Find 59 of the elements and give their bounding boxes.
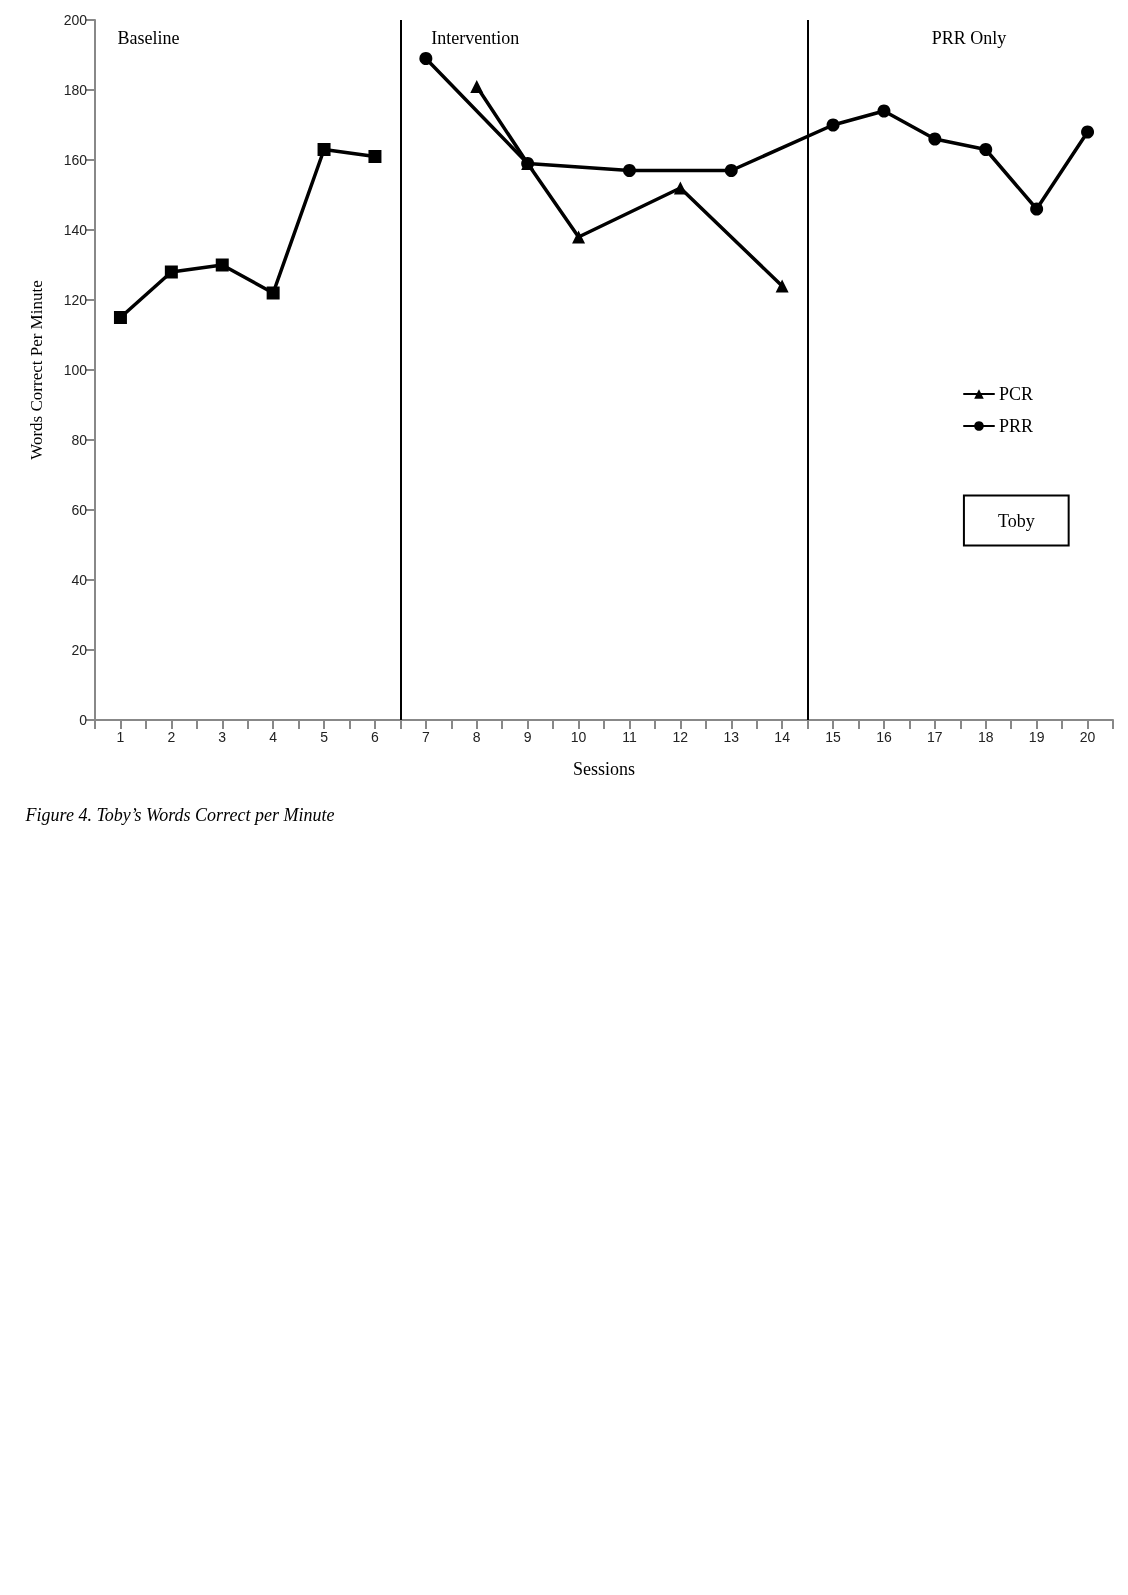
point — [928, 132, 942, 146]
annotation: Intervention — [431, 27, 520, 48]
legend-label: PCR — [998, 384, 1034, 404]
y-tick-label: 20 — [71, 642, 88, 658]
x-tick-label: 6 — [371, 729, 380, 745]
annotation: PRR Only — [931, 27, 1007, 48]
point — [724, 164, 738, 177]
x-tick-label: 1 — [116, 729, 125, 745]
point — [826, 118, 840, 132]
y-tick-label: 140 — [63, 222, 88, 238]
x-tick-label: 2 — [167, 729, 176, 745]
x-tick-label: 18 — [977, 729, 994, 745]
point — [775, 279, 789, 293]
point — [622, 164, 636, 177]
y-axis-title: Words Correct Per Minute — [27, 280, 46, 460]
point — [572, 230, 586, 244]
y-tick-label: 0 — [79, 712, 88, 728]
caption: Figure 4. Toby’s Words Correct per Minute — [24, 805, 335, 825]
point — [164, 265, 178, 279]
point — [673, 181, 687, 195]
y-tick-label: 120 — [63, 292, 88, 308]
x-tick-label: 14 — [774, 729, 791, 745]
x-tick-label: 15 — [825, 729, 842, 745]
point — [470, 80, 484, 93]
x-tick-label: 12 — [672, 729, 689, 745]
y-tick-label: 100 — [63, 362, 88, 378]
point — [113, 311, 127, 324]
x-tick-label: 17 — [927, 729, 943, 745]
point — [877, 104, 891, 118]
x-tick-label: 9 — [523, 729, 532, 745]
x-tick-label: 8 — [472, 729, 481, 745]
x-tick-label: 10 — [570, 729, 587, 745]
x-tick-label: 5 — [320, 729, 329, 745]
annotation: Toby — [997, 510, 1035, 531]
y-tick-label: 40 — [71, 572, 88, 588]
point — [419, 52, 433, 65]
x-tick-label: 4 — [269, 729, 278, 745]
x-tick-label: 19 — [1028, 729, 1045, 745]
y-tick-label: 80 — [71, 432, 88, 448]
point — [215, 258, 229, 272]
x-tick-label: 11 — [622, 729, 637, 745]
point — [317, 143, 331, 156]
x-tick-label: 13 — [723, 729, 740, 745]
x-tick-label: 7 — [421, 729, 430, 745]
point — [1081, 125, 1095, 139]
x-axis-title: Sessions — [572, 759, 636, 779]
point — [979, 143, 993, 156]
point — [1030, 202, 1044, 216]
annotation: Baseline — [117, 27, 180, 48]
y-tick-label: 180 — [63, 82, 88, 98]
point — [266, 286, 280, 300]
point — [368, 150, 382, 163]
y-tick-label: 200 — [63, 12, 88, 28]
x-tick-label: 3 — [218, 729, 227, 745]
y-tick-label: 60 — [71, 502, 88, 518]
x-tick-label: 16 — [876, 729, 892, 745]
legend-label: PRR — [998, 416, 1034, 436]
x-tick-label: 20 — [1079, 729, 1096, 745]
y-tick-label: 160 — [63, 152, 88, 168]
